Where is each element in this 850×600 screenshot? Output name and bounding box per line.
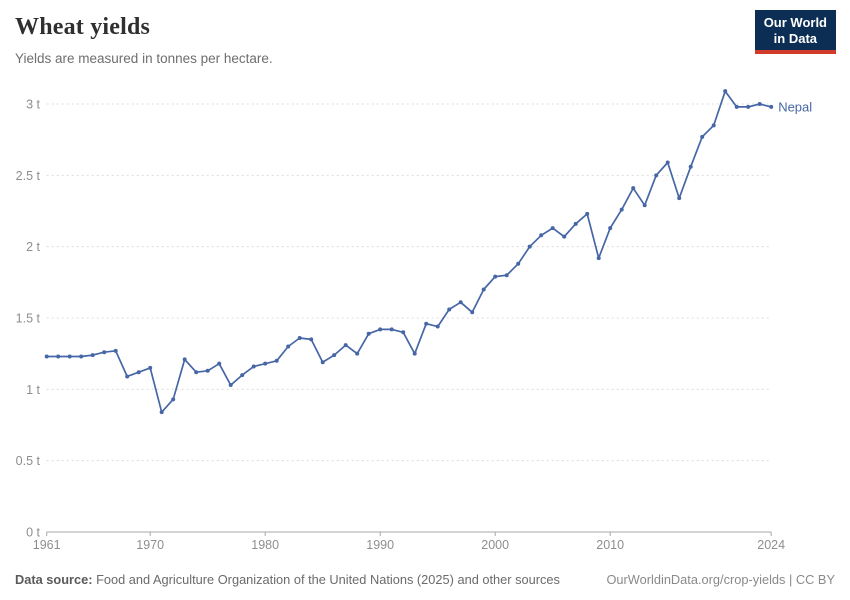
owid-logo[interactable]: Our World in Data bbox=[754, 10, 836, 54]
data-point-1991 bbox=[389, 327, 394, 332]
data-point-2013 bbox=[642, 203, 647, 208]
data-source-label: Data source: bbox=[15, 572, 93, 587]
y-tick-label: 3 t bbox=[26, 98, 40, 112]
x-axis: 1961 1970 1980 1990 2000 2010 2024 bbox=[33, 531, 785, 552]
chart-footer: Data source: Food and Agriculture Organi… bbox=[15, 572, 835, 587]
data-point-2010 bbox=[608, 226, 613, 231]
data-point-1970 bbox=[148, 365, 153, 370]
chart-subtitle: Yields are measured in tonnes per hectar… bbox=[15, 51, 273, 66]
data-point-1986 bbox=[332, 353, 337, 358]
data-point-1989 bbox=[366, 331, 371, 336]
data-point-1974 bbox=[194, 370, 199, 375]
data-point-2019 bbox=[711, 123, 716, 128]
data-point-2016 bbox=[677, 196, 682, 201]
data-point-1995 bbox=[435, 324, 440, 329]
y-tick-label: 1.5 t bbox=[16, 312, 41, 326]
x-tick-label-2010: 2010 bbox=[596, 538, 624, 552]
data-point-1964 bbox=[79, 354, 84, 359]
data-point-1963 bbox=[67, 354, 72, 359]
data-point-2011 bbox=[619, 207, 624, 212]
data-point-2006 bbox=[562, 234, 567, 239]
y-tick-label: 0 t bbox=[26, 526, 40, 540]
x-tick-label-1970: 1970 bbox=[136, 538, 164, 552]
data-point-1966 bbox=[102, 350, 107, 355]
data-point-2003 bbox=[527, 244, 532, 249]
data-point-1984 bbox=[309, 337, 314, 342]
data-point-1976 bbox=[217, 361, 222, 366]
data-point-1992 bbox=[401, 330, 406, 335]
data-point-2020 bbox=[723, 89, 728, 94]
data-point-1988 bbox=[355, 351, 360, 356]
data-point-1997 bbox=[458, 300, 463, 305]
data-point-1982 bbox=[286, 344, 291, 349]
data-point-1969 bbox=[136, 370, 141, 375]
page-title: Wheat yields bbox=[15, 14, 151, 40]
x-tick-label-2000: 2000 bbox=[481, 538, 509, 552]
data-point-1967 bbox=[113, 348, 118, 353]
attribution-text: OurWorldinData.org/crop-yields | CC BY bbox=[606, 572, 835, 587]
y-tick-label: 2.5 t bbox=[16, 169, 41, 183]
data-point-1993 bbox=[412, 351, 417, 356]
data-point-2018 bbox=[700, 134, 705, 139]
x-tick-label-1961: 1961 bbox=[33, 538, 61, 552]
line-series-nepal bbox=[46, 90, 772, 414]
y-gridlines bbox=[46, 103, 772, 462]
data-point-1979 bbox=[251, 364, 256, 369]
data-point-1975 bbox=[205, 368, 210, 373]
data-point-2007 bbox=[573, 221, 578, 226]
data-point-2021 bbox=[734, 104, 739, 109]
data-source-text: Data source: Food and Agriculture Organi… bbox=[15, 572, 560, 587]
y-axis-labels: 0 t 0.5 t 1 t 1.5 t 2 t 2.5 t 3 t bbox=[16, 98, 41, 540]
data-point-2017 bbox=[688, 164, 693, 169]
data-point-1968 bbox=[125, 374, 130, 379]
y-tick-label: 1 t bbox=[26, 383, 40, 397]
data-point-2014 bbox=[654, 173, 659, 178]
data-point-2008 bbox=[585, 211, 590, 216]
data-point-1980 bbox=[263, 361, 268, 366]
data-point-2023 bbox=[757, 102, 762, 106]
data-point-1994 bbox=[424, 321, 429, 326]
data-point-2000 bbox=[493, 274, 498, 279]
data-point-2009 bbox=[596, 256, 601, 261]
data-point-1987 bbox=[343, 343, 348, 348]
series-nepal[interactable]: Nepal bbox=[44, 89, 813, 415]
data-point-2002 bbox=[516, 261, 521, 266]
data-point-1972 bbox=[171, 397, 176, 402]
data-point-1978 bbox=[240, 373, 245, 378]
data-point-1999 bbox=[481, 287, 486, 292]
data-point-2012 bbox=[631, 186, 636, 191]
owid-logo-line2: in Data bbox=[773, 31, 818, 46]
data-point-1977 bbox=[228, 383, 233, 388]
data-point-1998 bbox=[470, 310, 475, 315]
x-tick-label-1980: 1980 bbox=[251, 538, 279, 552]
data-point-2004 bbox=[539, 233, 544, 238]
y-tick-label: 0.5 t bbox=[16, 454, 41, 468]
data-point-2001 bbox=[504, 273, 509, 278]
data-point-1961 bbox=[44, 354, 49, 359]
data-point-2005 bbox=[550, 226, 555, 231]
data-point-1985 bbox=[320, 360, 325, 365]
data-point-1981 bbox=[274, 358, 279, 363]
entity-label-nepal[interactable]: Nepal bbox=[778, 99, 812, 114]
data-point-1971 bbox=[159, 410, 164, 415]
data-point-1996 bbox=[447, 307, 452, 312]
data-point-1990 bbox=[378, 327, 383, 332]
y-tick-label: 2 t bbox=[26, 240, 40, 254]
data-point-2024 bbox=[769, 104, 774, 109]
data-point-2015 bbox=[665, 160, 670, 165]
x-tick-label-2024: 2024 bbox=[757, 538, 785, 552]
data-point-1973 bbox=[182, 357, 187, 362]
data-point-1965 bbox=[90, 353, 95, 358]
x-tick-label-1990: 1990 bbox=[366, 538, 394, 552]
data-point-1962 bbox=[56, 354, 61, 359]
owid-logo-line1: Our World bbox=[763, 15, 827, 30]
data-point-1983 bbox=[297, 335, 302, 340]
data-point-2022 bbox=[746, 104, 751, 109]
